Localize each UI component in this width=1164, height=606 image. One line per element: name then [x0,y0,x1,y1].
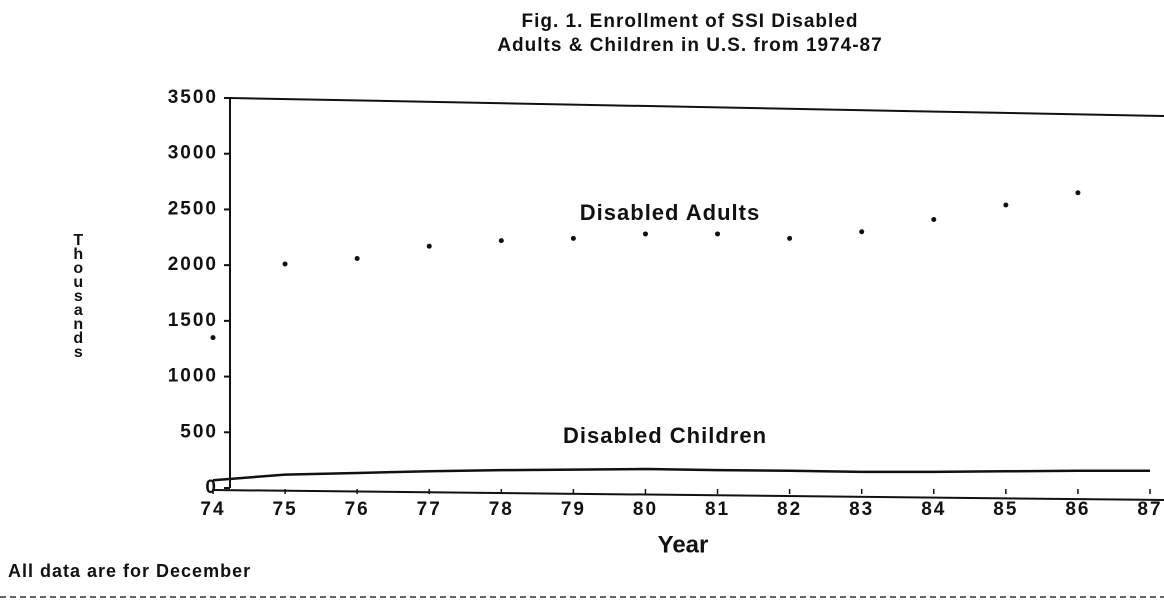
axis-bottom [212,489,1164,501]
y-tick-label: 1000 [168,366,218,387]
series-line [212,467,1150,482]
data-point [570,235,576,241]
x-tick-label: 78 [489,499,514,520]
y-tick-label: 2500 [168,198,218,219]
data-point [859,229,865,235]
chart-title-line-2: Adults & Children in U.S. from 1974-87 [497,35,882,56]
y-tick-label: 2000 [168,254,218,275]
data-point [498,238,504,244]
frame-top [229,97,1164,117]
x-tick-label: 81 [705,499,730,520]
y-tick-label: 3000 [168,143,218,164]
x-tick-label: 77 [417,499,442,520]
x-tick-label: 76 [345,499,370,520]
data-point [282,261,288,267]
x-tick-label: 83 [849,499,874,520]
x-tick-label: 75 [273,499,298,520]
data-point [354,255,360,261]
x-tick-label: 79 [561,499,586,520]
x-tick-label: 80 [633,499,658,520]
x-tick-label: 84 [921,499,946,520]
chart-title-line-1: Fig. 1. Enrollment of SSI Disabled [522,11,859,32]
series-label: Disabled Adults [580,200,760,225]
y-tick-label: 3500 [168,87,218,108]
x-tick-label: 74 [200,499,225,520]
y-tick-label: 1500 [168,310,218,331]
footnote: All data are for December [8,561,251,581]
data-point [931,216,937,222]
data-point [715,231,721,237]
data-point [210,335,216,341]
x-tick-label: 86 [1065,499,1090,520]
data-point [426,243,432,249]
series-label: Disabled Children [563,423,767,448]
x-tick-label: 87 [1137,499,1162,520]
data-point [787,235,793,241]
x-tick-label: 85 [993,499,1018,520]
data-point [1075,190,1081,196]
y-tick-label: 500 [180,421,218,442]
x-tick-label: 82 [777,499,802,520]
y-tick-label: 0 [205,477,218,498]
x-axis-label: Year [658,531,709,558]
y-axis-label: Thousands [70,232,87,358]
data-point [1003,202,1009,208]
data-point [642,231,648,237]
